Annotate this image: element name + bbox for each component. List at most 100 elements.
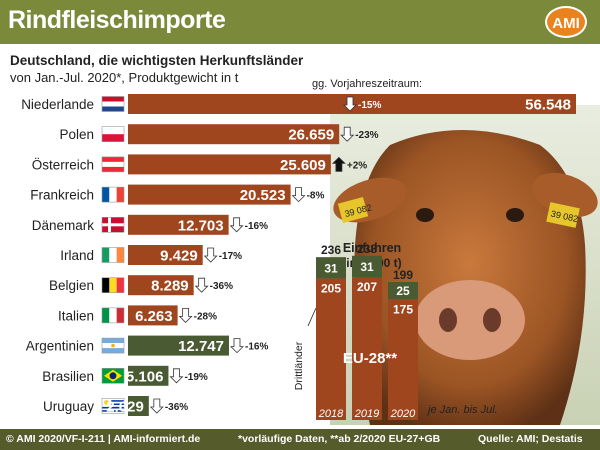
imports-stacked-chart: Einfuhren(in 1.000 t)Drittländer23631205… bbox=[293, 241, 418, 420]
third-country-bar-2019 bbox=[352, 255, 382, 278]
bar-polen bbox=[128, 124, 340, 145]
change-label: -23% bbox=[355, 130, 378, 141]
total-label: 238 bbox=[357, 242, 377, 256]
footer-copyright: © AMI 2020/VF-I-211 | AMI-informiert.de bbox=[6, 433, 201, 445]
eu-bar-2019 bbox=[352, 277, 382, 420]
ami-logo: AMI bbox=[545, 6, 587, 38]
inset-footnote: je Jan. bis Jul. bbox=[428, 404, 498, 416]
country-label: Irland bbox=[60, 248, 94, 263]
bar-frankreich bbox=[128, 184, 291, 205]
change-label: -19% bbox=[184, 372, 207, 383]
total-label: 236 bbox=[321, 243, 341, 257]
arrow-down-icon bbox=[343, 96, 357, 112]
country-label: Niederlande bbox=[21, 97, 94, 112]
flag-uy-icon bbox=[101, 398, 125, 414]
arrow-down-icon bbox=[178, 307, 193, 323]
third-country-bar-2020 bbox=[388, 282, 418, 300]
value-label: 26.659 bbox=[288, 127, 334, 144]
change-label: -36% bbox=[165, 402, 188, 413]
value-label: 5.106 bbox=[126, 368, 164, 385]
country-label: Uruguay bbox=[43, 399, 94, 414]
value-label: 12.747 bbox=[178, 338, 224, 355]
value-label: 9.429 bbox=[160, 248, 198, 265]
total-label: 199 bbox=[393, 268, 413, 282]
change-label: -8% bbox=[307, 191, 325, 202]
arrow-down-icon bbox=[169, 368, 184, 384]
flag-it-icon bbox=[101, 307, 125, 324]
footer-footnote: *vorläufige Daten, **ab 2/2020 EU-27+GB bbox=[238, 433, 441, 445]
arrow-down-icon bbox=[149, 398, 164, 414]
third-country-value: 25 bbox=[396, 284, 410, 298]
change-label: -28% bbox=[194, 311, 217, 322]
flag-pl-icon bbox=[101, 126, 125, 143]
value-label: 56.548 bbox=[525, 97, 571, 114]
country-label: Argentinien bbox=[26, 339, 94, 354]
flag-be-icon bbox=[101, 277, 125, 293]
country-label: Polen bbox=[59, 127, 94, 142]
arrow-down-icon bbox=[229, 217, 244, 233]
flag-ie-icon bbox=[101, 247, 125, 263]
value-label: 2.629 bbox=[106, 399, 144, 416]
country-label: Belgien bbox=[49, 278, 94, 293]
flag-fr-icon bbox=[101, 186, 125, 203]
inset-title: Einfuhren bbox=[343, 241, 401, 255]
eu-bar-2018 bbox=[316, 278, 346, 420]
country-label: Italien bbox=[58, 308, 94, 323]
value-label: 8.289 bbox=[151, 278, 189, 295]
flag-at-icon bbox=[101, 156, 125, 173]
chart-subtitle: von Jan.-Jul. 2020*, Produktgewicht in t bbox=[10, 70, 239, 85]
arrow-down-icon bbox=[230, 338, 244, 354]
arrow-down-icon bbox=[291, 187, 306, 203]
eu-value: 175 bbox=[393, 302, 413, 316]
change-label: -15% bbox=[358, 100, 381, 111]
change-header: gg. Vorjahreszeitraum: bbox=[312, 78, 423, 90]
page-title: Rindfleischimporte bbox=[8, 6, 226, 34]
change-label: -36% bbox=[210, 281, 233, 292]
bar-österreich bbox=[128, 154, 331, 175]
eu-value: 207 bbox=[357, 280, 377, 294]
third-country-value: 31 bbox=[360, 260, 374, 274]
change-label: +2% bbox=[347, 160, 367, 171]
country-label: Österreich bbox=[32, 157, 94, 172]
eu-value: 205 bbox=[321, 282, 341, 296]
arrow-down-icon bbox=[340, 126, 355, 142]
eu-series-label: EU-28** bbox=[343, 350, 397, 367]
bar-uruguay bbox=[128, 396, 149, 416]
flag-br-icon bbox=[101, 367, 125, 384]
bar-belgien bbox=[128, 275, 194, 296]
value-label: 6.263 bbox=[135, 308, 173, 325]
bar-dänemark bbox=[128, 214, 229, 235]
year-label: 2018 bbox=[318, 408, 344, 420]
eu-bar-2020 bbox=[388, 299, 418, 420]
change-label: -17% bbox=[219, 251, 242, 262]
header-bar: Rindfleischimporte AMI bbox=[0, 0, 600, 44]
bar-irland bbox=[128, 245, 203, 265]
third-country-bar-2018 bbox=[316, 257, 346, 279]
arrow-up-icon bbox=[331, 156, 346, 172]
bar-italien bbox=[128, 305, 178, 326]
change-label: -16% bbox=[245, 221, 268, 232]
change-label: -16% bbox=[245, 342, 268, 353]
bar-argentinien bbox=[128, 335, 229, 356]
country-label: Frankreich bbox=[30, 188, 94, 203]
bar-brasilien bbox=[128, 365, 169, 386]
footer-source: Quelle: AMI; Destatis bbox=[478, 433, 583, 445]
arrow-down-icon bbox=[194, 277, 209, 293]
flag-dk-icon bbox=[101, 217, 125, 233]
country-label: Dänemark bbox=[32, 218, 95, 233]
arrow-down-icon bbox=[203, 247, 218, 263]
year-label: 2019 bbox=[354, 408, 379, 420]
country-label: Brasilien bbox=[42, 369, 94, 384]
value-label: 20.523 bbox=[240, 187, 286, 204]
footer-bar: © AMI 2020/VF-I-211 | AMI-informiert.de … bbox=[0, 429, 600, 450]
year-label: 2020 bbox=[390, 408, 416, 420]
drittlaender-axis-label: Drittländer bbox=[293, 341, 305, 390]
flag-nl-icon bbox=[101, 96, 125, 112]
leader-line bbox=[307, 307, 317, 327]
third-country-value: 31 bbox=[324, 261, 338, 275]
chart-title: Deutschland, die wichtigsten Herkunftslä… bbox=[10, 53, 304, 68]
value-label: 25.609 bbox=[280, 157, 326, 174]
flag-ar-icon bbox=[101, 337, 125, 354]
value-label: 12.703 bbox=[178, 217, 224, 234]
country-bar-chart: Niederlande 56.548 -15% Polen 26.659 -23% Öste… bbox=[21, 94, 576, 416]
